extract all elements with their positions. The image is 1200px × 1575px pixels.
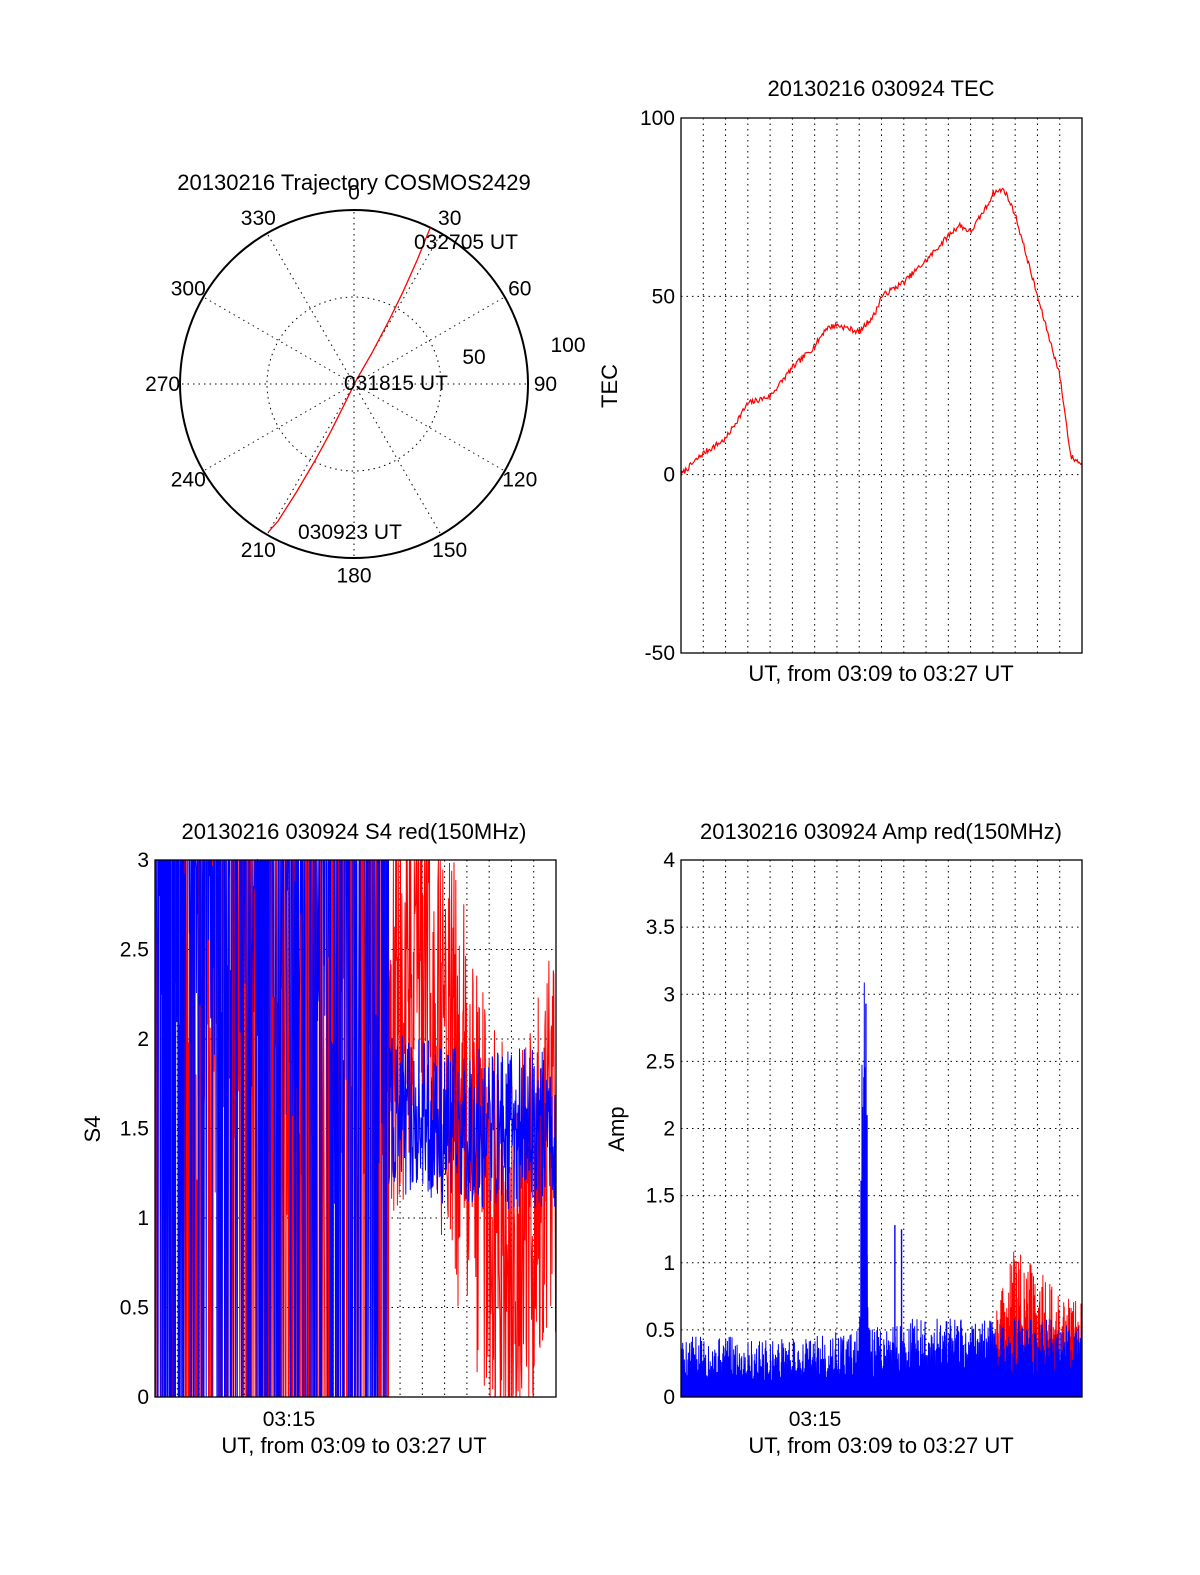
polar-angle-label: 270 — [145, 373, 180, 396]
amp-x-tick-label: 03:15 — [789, 1408, 842, 1431]
y-tick-label: 4 — [663, 849, 675, 872]
y-tick-label: 0 — [663, 464, 675, 487]
tec-title: 20130216 030924 TEC — [767, 76, 994, 101]
s4-frame — [154, 859, 557, 1398]
amp-x-label: UT, from 03:09 to 03:27 UT — [748, 1433, 1013, 1458]
polar-angle-label: 30 — [438, 207, 461, 230]
polar-angle-label: 330 — [241, 207, 276, 230]
tec-chart: 20130216 030924 TEC UT, from 03:09 to 03… — [597, 76, 1083, 686]
y-tick-label: 3 — [137, 849, 149, 872]
amp-y-label: Amp — [604, 1106, 629, 1151]
s4-y-ticks: 0 0.5 1 1.5 2 2.5 3 — [120, 849, 149, 1409]
polar-angle-label: 90 — [534, 373, 557, 396]
polar-spoke — [353, 296, 505, 385]
tec-y-label: TEC — [597, 364, 622, 408]
trajectory-line — [268, 227, 431, 533]
polar-spoke — [203, 383, 355, 472]
amp-blue-line — [680, 982, 1083, 1398]
y-tick-label: 3.5 — [646, 916, 675, 939]
polar-title: 20130216 Trajectory COSMOS2429 — [177, 170, 530, 195]
amp-title: 20130216 030924 Amp red(150MHz) — [700, 819, 1062, 844]
polar-angle-label: 240 — [171, 469, 206, 492]
trajectory-end-label: 032705 UT — [414, 231, 518, 254]
y-tick-label: 3 — [663, 983, 675, 1006]
amp-chart: 20130216 030924 Amp red(150MHz) UT, from… — [604, 819, 1083, 1458]
polar-angle-label: 180 — [336, 564, 371, 587]
amp-grid — [681, 860, 1082, 1397]
polar-spoke — [203, 296, 355, 385]
y-tick-label: 0.5 — [646, 1319, 675, 1342]
polar-trajectory-chart: 20130216 Trajectory COSMOS2429 0 30 60 90 12… — [145, 170, 585, 587]
s4-chart: 20130216 030924 S4 red(150MHz) UT, from … — [80, 819, 557, 1458]
polar-angle-labels: 0 30 60 90 120 150 180 210 240 270 300 330 — [145, 182, 557, 588]
y-tick-label: 2.5 — [120, 939, 149, 962]
y-tick-label: 2 — [663, 1118, 675, 1141]
y-tick-label: 2 — [137, 1028, 149, 1051]
radial-tick-label: 50 — [462, 346, 485, 369]
trajectory-series — [268, 227, 431, 533]
tec-y-ticks: -50 0 50 100 — [640, 107, 675, 665]
s4-x-tick-label: 03:15 — [263, 1408, 316, 1431]
polar-spoke — [266, 383, 355, 535]
y-tick-label: 1.5 — [646, 1185, 675, 1208]
tec-x-label: UT, from 03:09 to 03:27 UT — [748, 661, 1013, 686]
y-tick-label: -50 — [645, 642, 675, 665]
polar-angle-label: 210 — [241, 539, 276, 562]
radial-tick-label: 100 — [550, 334, 585, 357]
y-tick-label: 0.5 — [120, 1297, 149, 1320]
amp-frame — [680, 859, 1083, 1398]
y-tick-label: 1.5 — [120, 1118, 149, 1141]
y-tick-label: 1 — [137, 1207, 149, 1230]
y-tick-label: 100 — [640, 107, 675, 130]
y-tick-label: 2.5 — [646, 1050, 675, 1073]
s4-title: 20130216 030924 S4 red(150MHz) — [182, 819, 527, 844]
polar-spoke — [353, 383, 442, 535]
amp-y-ticks: 0 0.5 1 1.5 2 2.5 3 3.5 4 — [646, 849, 676, 1409]
s4-blue-line — [155, 858, 557, 1398]
polar-angle-label: 0 — [348, 182, 360, 205]
y-tick-label: 0 — [663, 1386, 675, 1409]
tec-series — [680, 187, 1083, 477]
y-tick-label: 1 — [663, 1252, 675, 1275]
polar-angle-label: 300 — [171, 277, 206, 300]
polar-angle-label: 120 — [502, 469, 537, 492]
amp-series — [680, 982, 1083, 1398]
polar-outer-circle — [179, 209, 529, 559]
s4-y-label: S4 — [80, 1116, 105, 1143]
polar-angle-label: 150 — [432, 539, 467, 562]
y-tick-label: 50 — [652, 285, 675, 308]
polar-grid-circle — [266, 296, 442, 472]
trajectory-start-label: 030923 UT — [298, 521, 402, 544]
polar-grid — [179, 209, 529, 559]
polar-spoke — [266, 233, 355, 385]
tec-frame — [680, 117, 1083, 654]
polar-spoke — [353, 383, 505, 472]
tec-line — [680, 187, 1083, 477]
polar-angle-label: 60 — [508, 277, 531, 300]
trajectory-mid-label: 031815 UT — [344, 372, 448, 395]
y-tick-label: 0 — [137, 1386, 149, 1409]
s4-x-label: UT, from 03:09 to 03:27 UT — [221, 1433, 486, 1458]
tec-grid — [681, 118, 1082, 653]
